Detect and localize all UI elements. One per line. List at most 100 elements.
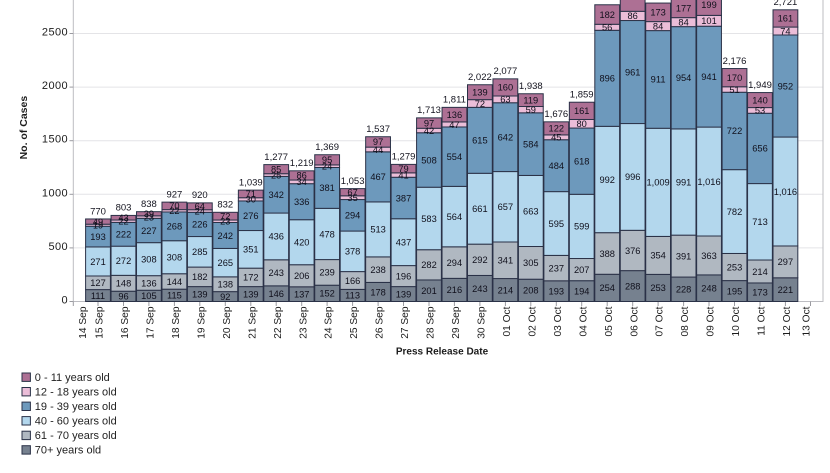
svg-text:201: 201 (421, 286, 437, 296)
svg-text:72: 72 (220, 212, 230, 222)
svg-text:292: 292 (472, 255, 488, 265)
svg-text:25 Sep: 25 Sep (349, 306, 360, 339)
svg-text:243: 243 (472, 284, 488, 294)
svg-text:237: 237 (549, 263, 565, 273)
svg-text:308: 308 (167, 253, 183, 263)
svg-text:387: 387 (396, 193, 412, 203)
svg-text:61 - 70 years old: 61 - 70 years old (35, 430, 117, 442)
svg-text:196: 196 (396, 271, 412, 281)
svg-text:29 Sep: 29 Sep (451, 306, 462, 339)
svg-text:23 Sep: 23 Sep (298, 306, 309, 339)
svg-text:24: 24 (195, 206, 205, 216)
svg-text:28 Sep: 28 Sep (426, 306, 437, 339)
svg-text:34: 34 (297, 177, 307, 187)
svg-text:1,938: 1,938 (519, 81, 543, 92)
svg-text:71: 71 (246, 189, 256, 199)
svg-text:166: 166 (345, 276, 361, 286)
svg-text:896: 896 (599, 74, 615, 84)
svg-text:139: 139 (192, 289, 208, 299)
svg-text:40 - 60 years old: 40 - 60 years old (35, 416, 117, 428)
svg-text:161: 161 (778, 14, 794, 24)
svg-text:23: 23 (144, 212, 154, 222)
svg-text:95: 95 (322, 155, 332, 165)
svg-text:381: 381 (319, 183, 335, 193)
svg-text:832: 832 (217, 200, 233, 211)
svg-text:437: 437 (396, 238, 412, 248)
svg-text:22: 22 (169, 206, 179, 216)
svg-text:13 Oct: 13 Oct (802, 306, 813, 336)
svg-text:663: 663 (523, 206, 539, 216)
svg-text:288: 288 (625, 281, 641, 291)
svg-text:182: 182 (599, 10, 615, 20)
svg-text:0 - 11 years old: 0 - 11 years old (35, 372, 110, 384)
svg-text:101: 101 (701, 16, 717, 26)
svg-text:1,279: 1,279 (392, 152, 416, 163)
svg-text:51: 51 (729, 85, 739, 95)
svg-text:11 Oct: 11 Oct (757, 306, 768, 335)
svg-text:2,077: 2,077 (494, 66, 518, 77)
svg-text:1,277: 1,277 (264, 152, 288, 163)
svg-text:127: 127 (90, 278, 106, 288)
svg-text:478: 478 (319, 229, 335, 239)
svg-text:2000: 2000 (42, 80, 68, 92)
svg-text:228: 228 (676, 285, 692, 295)
svg-text:70: 70 (169, 201, 179, 211)
svg-text:97: 97 (424, 118, 434, 128)
svg-text:214: 214 (498, 285, 514, 295)
svg-text:122: 122 (549, 124, 565, 134)
svg-text:1,537: 1,537 (366, 124, 390, 135)
svg-text:14 Sep: 14 Sep (78, 306, 89, 339)
svg-text:09 Oct: 09 Oct (706, 306, 717, 336)
svg-text:500: 500 (48, 241, 68, 253)
svg-text:599: 599 (574, 222, 590, 232)
svg-text:1,949: 1,949 (748, 80, 772, 91)
svg-text:19: 19 (93, 221, 103, 231)
svg-text:195: 195 (727, 286, 743, 296)
svg-text:26 Sep: 26 Sep (375, 306, 386, 339)
svg-text:170: 170 (727, 73, 743, 83)
svg-text:991: 991 (676, 177, 692, 187)
svg-text:173: 173 (650, 8, 666, 18)
svg-text:265: 265 (218, 258, 234, 268)
svg-text:254: 254 (599, 283, 615, 293)
svg-text:595: 595 (549, 219, 565, 229)
svg-text:84: 84 (678, 17, 688, 27)
svg-text:207: 207 (574, 265, 590, 275)
svg-text:216: 216 (447, 285, 463, 295)
svg-text:59: 59 (526, 105, 536, 115)
svg-text:2500: 2500 (42, 27, 68, 39)
svg-text:1,811: 1,811 (443, 95, 466, 106)
svg-text:111: 111 (91, 291, 105, 301)
svg-text:996: 996 (625, 172, 641, 182)
svg-text:2,022: 2,022 (468, 72, 492, 83)
svg-text:221: 221 (778, 285, 794, 295)
svg-text:1,369: 1,369 (315, 142, 339, 153)
svg-text:05 Oct: 05 Oct (604, 306, 615, 336)
svg-text:160: 160 (498, 83, 514, 93)
svg-text:661: 661 (472, 204, 488, 214)
svg-text:04 Oct: 04 Oct (578, 306, 589, 336)
svg-text:308: 308 (141, 255, 157, 265)
svg-text:294: 294 (345, 211, 361, 221)
svg-text:67: 67 (347, 188, 357, 198)
svg-text:20 Sep: 20 Sep (222, 306, 233, 339)
svg-text:42: 42 (424, 126, 434, 136)
svg-text:12 Oct: 12 Oct (782, 306, 793, 336)
svg-text:146: 146 (268, 289, 284, 299)
svg-text:53: 53 (755, 106, 765, 116)
svg-text:911: 911 (651, 75, 666, 85)
svg-text:1,039: 1,039 (239, 177, 263, 188)
svg-text:199: 199 (701, 0, 717, 10)
svg-text:194: 194 (574, 286, 590, 296)
svg-text:952: 952 (778, 81, 794, 91)
svg-text:253: 253 (727, 262, 743, 272)
svg-text:391: 391 (676, 251, 692, 261)
svg-text:47: 47 (449, 120, 459, 130)
svg-text:74: 74 (780, 26, 790, 36)
svg-text:1,016: 1,016 (697, 177, 720, 187)
svg-text:1,016: 1,016 (774, 187, 797, 197)
svg-text:138: 138 (218, 280, 234, 290)
svg-text:84: 84 (653, 21, 663, 31)
svg-text:92: 92 (220, 292, 230, 302)
svg-text:770: 770 (90, 206, 106, 217)
